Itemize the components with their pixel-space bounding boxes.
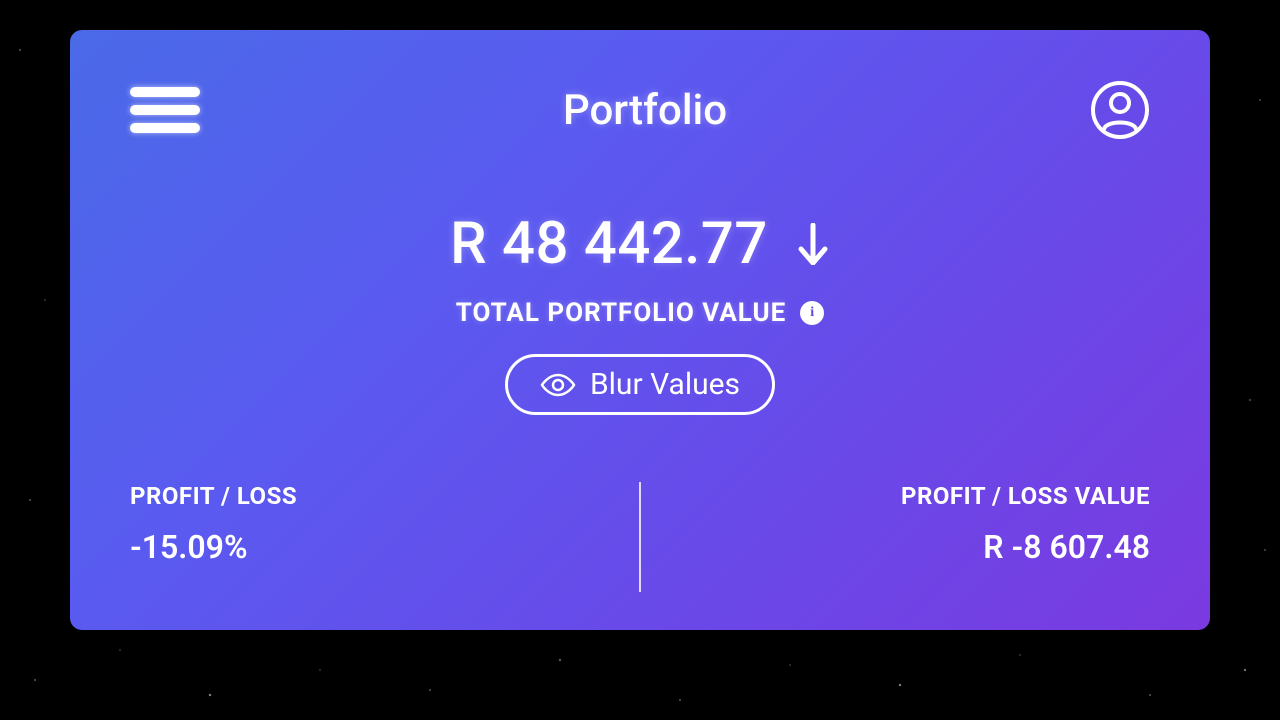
portfolio-value-row: R 48 442.77	[130, 210, 1150, 278]
trend-down-icon	[796, 223, 830, 265]
blur-values-button[interactable]: Blur Values	[505, 354, 775, 415]
page-title: Portfolio	[563, 86, 727, 135]
header: Portfolio	[130, 70, 1150, 150]
portfolio-summary: R 48 442.77 TOTAL PORTFOLIO VALUE i Blur…	[130, 210, 1150, 415]
profile-icon[interactable]	[1090, 80, 1150, 140]
stats-row: PROFIT / LOSS -15.09% PROFIT / LOSS VALU…	[70, 482, 1210, 592]
portfolio-value-label-row: TOTAL PORTFOLIO VALUE i	[130, 298, 1150, 328]
eye-icon	[540, 373, 576, 397]
portfolio-card: Portfolio R 48 442.77 TOTAL PORTFOLIO VA…	[70, 30, 1210, 630]
profit-loss-value-label: PROFIT / LOSS VALUE	[681, 482, 1150, 510]
menu-icon[interactable]	[130, 79, 200, 141]
profit-loss-value: PROFIT / LOSS VALUE R -8 607.48	[641, 482, 1150, 592]
profit-loss-percent-value: -15.09%	[130, 528, 599, 566]
profit-loss-percent: PROFIT / LOSS -15.09%	[130, 482, 639, 592]
blur-values-label: Blur Values	[590, 367, 740, 402]
portfolio-value-label: TOTAL PORTFOLIO VALUE	[456, 298, 786, 328]
profit-loss-percent-label: PROFIT / LOSS	[130, 482, 599, 510]
portfolio-value: R 48 442.77	[450, 210, 768, 278]
info-icon[interactable]: i	[800, 301, 824, 325]
profit-loss-value-value: R -8 607.48	[681, 528, 1150, 566]
